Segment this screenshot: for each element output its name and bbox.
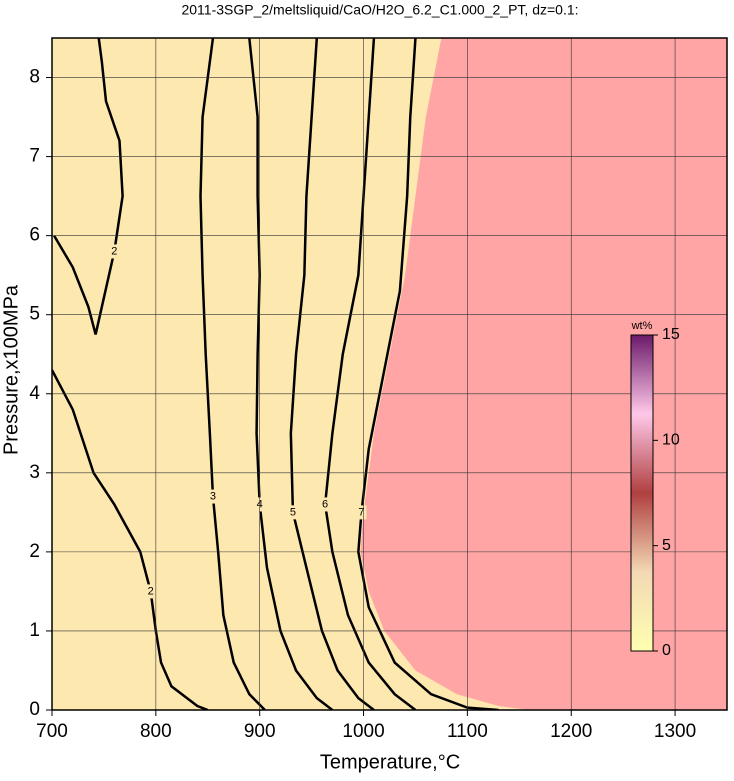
y-tick-label: 2 [29,541,40,562]
y-tick-label: 3 [29,462,40,483]
x-tick-label: 700 [36,721,68,742]
colorbar-tick-label: 0 [662,642,671,659]
x-tick-label: 1300 [654,721,696,742]
y-tick-label: 4 [29,383,40,404]
x-tick-label: 1000 [342,721,384,742]
contour-label-bg [109,244,120,259]
y-axis-label: Pressure,x100MPa [0,284,22,455]
colorbar [630,334,654,652]
colorbar-tick-label: 10 [662,432,680,449]
chart-title: 2011-3SGP_2/meltsliquid/CaO/H2O_6.2_C1.0… [181,2,578,18]
plot-frame [51,37,728,711]
y-tick-label: 5 [29,304,40,325]
contour-label-bg [287,505,298,520]
y-tick-label: 7 [29,146,40,167]
contour-line [323,38,417,710]
x-tick-label: 1200 [550,721,592,742]
colorbar-title: wt% [631,320,653,332]
colorbar-tick-label: 5 [662,537,671,554]
x-tick-label: 800 [140,721,172,742]
y-tick-label: 6 [29,225,40,246]
x-tick-label: 1100 [447,721,488,742]
contour-line [199,38,266,710]
contour-label-bg [320,497,331,512]
contour-label: 6 [322,498,328,510]
contour-label-bg [356,505,367,520]
y-tick-label: 8 [29,67,40,88]
contour-label: 7 [358,506,364,518]
contour-label: 5 [290,506,296,518]
y-tick-label: 1 [29,620,40,641]
y-tick-label: 0 [29,699,40,720]
contour-line [248,38,334,710]
x-axis-label: Temperature,°C [320,751,460,773]
contour-label-bg [207,489,218,504]
contour-label: 2 [111,245,117,257]
contour-label: 2 [148,585,154,597]
colorbar-tick-label: 15 [662,326,680,343]
contour-label-bg [145,584,156,599]
contour-label: 3 [210,490,216,502]
x-tick-label: 900 [244,721,276,742]
